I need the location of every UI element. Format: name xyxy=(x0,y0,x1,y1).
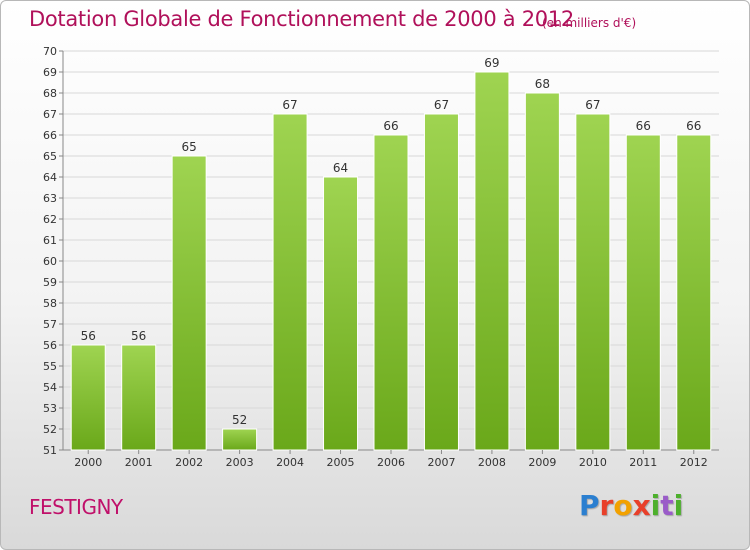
bar xyxy=(474,71,510,451)
x-tick-label: 2008 xyxy=(478,456,506,469)
y-tick-label: 63 xyxy=(43,192,57,205)
bar xyxy=(121,344,157,451)
y-tick-label: 69 xyxy=(43,66,57,79)
data-label: 67 xyxy=(585,98,600,112)
y-axis-ticks: 51 52 53 54 55 56 57 58 59 60 61 62 63 64 65 66 67 68 69 70 xyxy=(43,45,57,457)
y-tick-label: 62 xyxy=(43,213,57,226)
data-label: 67 xyxy=(434,98,449,112)
y-tick-label: 58 xyxy=(43,297,57,310)
y-tick-label: 61 xyxy=(43,234,57,247)
x-tick-label: 2006 xyxy=(377,456,405,469)
bar xyxy=(70,344,106,451)
data-label: 66 xyxy=(383,119,398,133)
bar xyxy=(323,176,359,451)
data-label: 65 xyxy=(182,140,197,154)
bar xyxy=(575,113,611,451)
y-tick-label: 53 xyxy=(43,402,57,415)
x-tick-label: 2000 xyxy=(74,456,102,469)
y-tick-label: 67 xyxy=(43,108,57,121)
y-tick-label: 68 xyxy=(43,87,57,100)
bar xyxy=(222,428,258,451)
x-tick-label: 2005 xyxy=(327,456,355,469)
data-label: 52 xyxy=(232,413,247,427)
x-axis-ticks: 2000 2001 2002 2003 2004 2005 2006 2007 2008 2009… xyxy=(74,450,708,469)
y-tick-label: 56 xyxy=(43,339,57,352)
commune-name: FESTIGNY xyxy=(29,495,123,519)
y-tick-label: 66 xyxy=(43,129,57,142)
data-label: 66 xyxy=(636,119,651,133)
x-tick-label: 2009 xyxy=(528,456,556,469)
bar xyxy=(272,113,308,451)
data-label: 66 xyxy=(686,119,701,133)
data-label: 56 xyxy=(81,329,96,343)
x-tick-label: 2001 xyxy=(125,456,153,469)
bars xyxy=(70,71,712,451)
data-label: 67 xyxy=(282,98,297,112)
chart-title: Dotation Globale de Fonctionnement de 20… xyxy=(29,7,574,31)
chart-unit-label: (en milliers d'€) xyxy=(542,16,637,30)
y-tick-label: 64 xyxy=(43,171,57,184)
value-labels: 56 56 65 52 67 64 66 67 69 68 67 66 66 xyxy=(81,56,702,427)
data-label: 68 xyxy=(535,77,550,91)
bar xyxy=(524,92,560,451)
bar xyxy=(373,134,409,451)
bar xyxy=(625,134,661,451)
x-tick-label: 2007 xyxy=(427,456,455,469)
y-tick-label: 65 xyxy=(43,150,57,163)
y-tick-label: 70 xyxy=(43,45,57,58)
data-label: 56 xyxy=(131,329,146,343)
y-tick-label: 55 xyxy=(43,360,57,373)
bar xyxy=(423,113,459,451)
bar xyxy=(676,134,712,451)
x-tick-label: 2004 xyxy=(276,456,304,469)
x-tick-label: 2010 xyxy=(579,456,607,469)
y-tick-label: 52 xyxy=(43,423,57,436)
x-tick-label: 2003 xyxy=(226,456,254,469)
y-tick-label: 54 xyxy=(43,381,57,394)
data-label: 64 xyxy=(333,161,348,175)
y-tick-label: 51 xyxy=(43,444,57,457)
bar xyxy=(171,155,207,451)
y-tick-label: 57 xyxy=(43,318,57,331)
x-tick-label: 2012 xyxy=(680,456,708,469)
y-tick-label: 60 xyxy=(43,255,57,268)
proxiti-logo: Proxiti xyxy=(579,489,684,522)
y-tick-label: 59 xyxy=(43,276,57,289)
x-tick-label: 2002 xyxy=(175,456,203,469)
data-label: 69 xyxy=(484,56,499,70)
x-tick-label: 2011 xyxy=(629,456,657,469)
